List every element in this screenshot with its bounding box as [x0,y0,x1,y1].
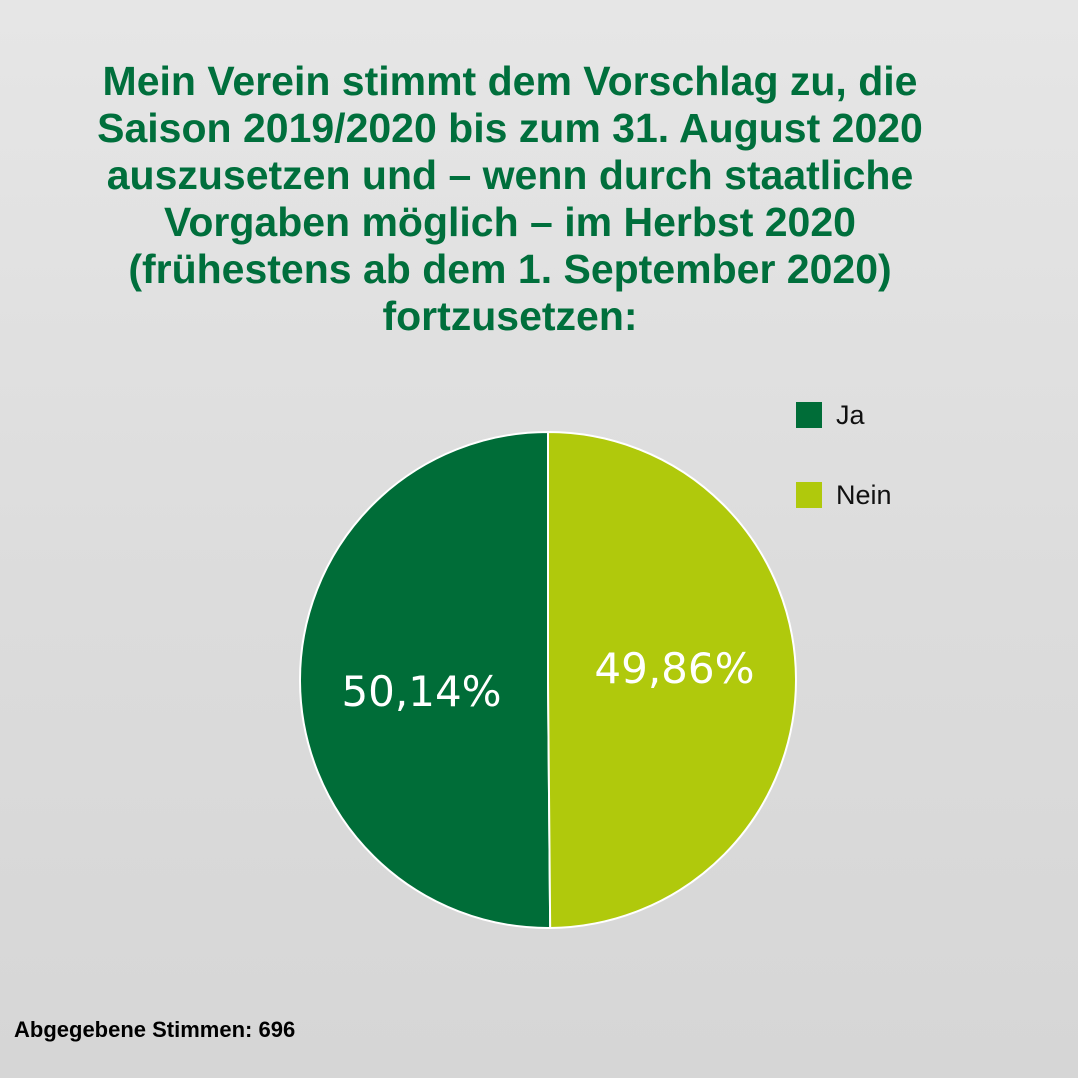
legend: Ja Nein [796,398,892,558]
title-line: fortzusetzen: [382,293,638,339]
pie-slices [298,430,797,930]
legend-swatch-nein [796,482,822,508]
vote-count-footer: Abgegebene Stimmen: 696 [14,1017,296,1042]
title-line: Saison 2019/2020 bis zum 31. August 2020 [97,105,923,151]
legend-label-ja: Ja [836,399,865,430]
legend-swatch-ja [796,402,822,428]
legend-item-nein: Nein [796,478,892,512]
data-label-nein: 49,86% [594,644,754,693]
pie-data-labels: 50,14% 49,86% [341,644,754,716]
title-line: Mein Verein stimmt dem Vorschlag zu, die [102,58,918,104]
pie-slice-nein [547,430,797,930]
data-label-ja: 50,14% [341,667,501,716]
pie-slice-ja [298,430,552,929]
title-line: auszusetzen und – wenn durch staatliche [106,152,914,198]
title-line: (frühestens ab dem 1. September 2020) [128,246,892,292]
legend-item-ja: Ja [796,398,892,432]
legend-label-nein: Nein [836,479,892,510]
title-line: Vorgaben möglich – im Herbst 2020 [164,199,856,245]
chart-title: Mein Verein stimmt dem Vorschlag zu, die… [0,58,1020,340]
